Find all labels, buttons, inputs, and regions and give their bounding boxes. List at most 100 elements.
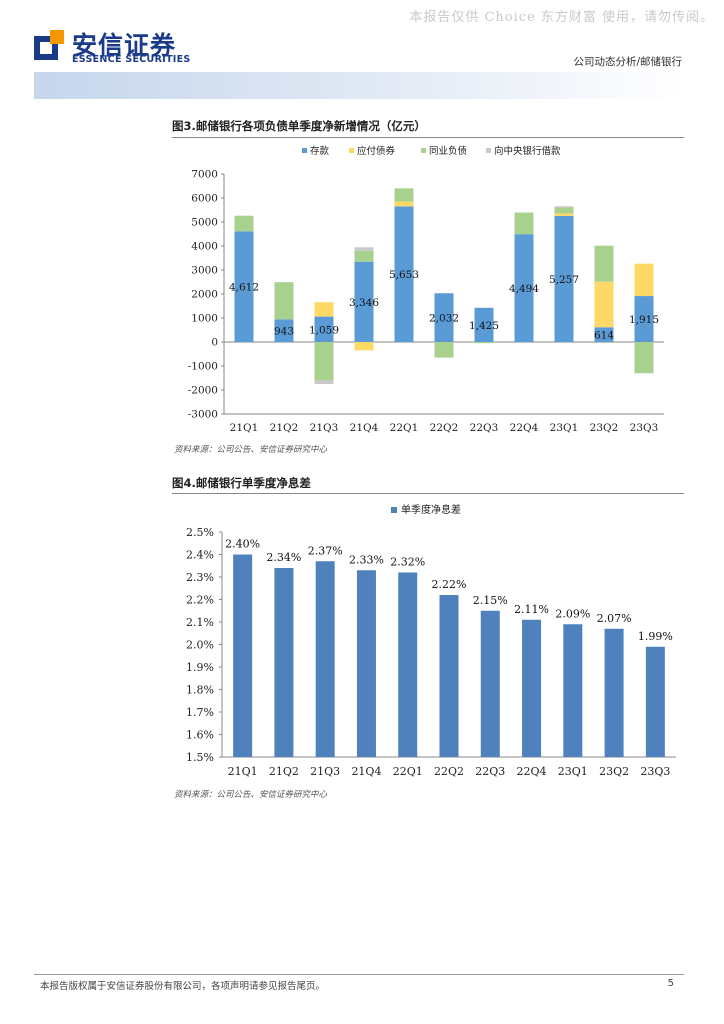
bar-23Q1-1 — [554, 213, 574, 216]
x-tick-label: 21Q4 — [350, 422, 379, 434]
logo-en: ESSENCE SECURITIES — [72, 54, 191, 65]
x-tick-label: 21Q3 — [310, 422, 339, 434]
legend-label-2: 同业负债 — [429, 145, 468, 157]
y-tick-label: 2.5% — [186, 526, 214, 539]
header-bar — [34, 72, 684, 99]
x-tick-label: 22Q3 — [475, 765, 505, 778]
x-tick-label: 22Q2 — [434, 765, 464, 778]
y-tick-label: 2000 — [191, 289, 218, 301]
bar-22Q3 — [480, 610, 500, 757]
legend-label-0: 存款 — [310, 145, 330, 157]
bar-23Q1-3 — [554, 206, 574, 208]
legend-swatch-2 — [421, 148, 426, 153]
y-tick-label: 1.9% — [186, 661, 214, 674]
bar-22Q3-2 — [474, 342, 494, 344]
y-tick-label: 4000 — [191, 241, 218, 253]
data-label: 943 — [274, 326, 294, 338]
x-tick-label: 21Q2 — [269, 765, 299, 778]
report-type: 公司动态分析/邮储银行 — [573, 56, 682, 68]
footer-disclaimer: 本报告版权属于安信证券股份有限公司，各项声明请参见报告尾页。 — [40, 981, 326, 992]
x-tick-label: 21Q3 — [310, 765, 340, 778]
y-tick-label: 2.3% — [186, 571, 214, 584]
data-label: 2.09% — [555, 607, 590, 620]
y-tick-label: -3000 — [188, 409, 218, 421]
data-label: 1,915 — [629, 314, 659, 326]
y-tick-label: 7000 — [191, 169, 218, 181]
y-tick-label: 2.4% — [186, 549, 214, 562]
x-tick-label: 23Q2 — [590, 422, 619, 434]
bar-22Q1-1 — [394, 201, 414, 207]
figure3-source: 资料来源：公司公告、安信证券研究中心 — [174, 445, 328, 455]
x-tick-label: 23Q1 — [550, 422, 579, 434]
bar-23Q2-2 — [594, 245, 614, 282]
bar-21Q3-0 — [314, 316, 334, 342]
data-label: 2.22% — [432, 578, 467, 591]
x-tick-label: 22Q2 — [430, 422, 459, 434]
legend-swatch-3 — [486, 148, 491, 153]
y-tick-label: 6000 — [191, 193, 218, 205]
legend-swatch-0 — [302, 148, 307, 153]
x-tick-label: 21Q4 — [351, 765, 381, 778]
x-tick-label: 22Q3 — [470, 422, 499, 434]
data-label: 4,612 — [229, 282, 259, 294]
page-number: 5 — [667, 978, 674, 989]
y-tick-label: 1.8% — [186, 684, 214, 697]
bar-21Q4-1 — [354, 342, 374, 351]
bar-22Q3-0 — [474, 307, 494, 342]
bar-23Q3-1 — [634, 263, 654, 297]
bar-22Q4-2 — [514, 212, 534, 235]
y-tick-label: 1000 — [191, 313, 218, 325]
bar-22Q4 — [522, 619, 542, 757]
figure4-title: 图4.邮储银行单季度净息差 — [172, 476, 311, 490]
data-label: 2.37% — [308, 544, 343, 557]
x-tick-label: 23Q1 — [558, 765, 588, 778]
bar-22Q4-0 — [514, 234, 534, 342]
legend-label-1: 应付债券 — [357, 145, 396, 157]
logo-cn: 安信证券 — [72, 31, 177, 60]
figure4-rule — [172, 493, 684, 494]
data-label: 2.33% — [349, 553, 384, 566]
bar-22Q1 — [398, 572, 418, 757]
bar-21Q2-2 — [274, 282, 294, 320]
bar-21Q4-2 — [354, 250, 374, 262]
bar-21Q4-0 — [354, 261, 374, 342]
data-label: 5,257 — [549, 274, 579, 286]
y-tick-label: 5000 — [191, 217, 218, 229]
bar-23Q1-2 — [554, 207, 574, 214]
data-label: 2,032 — [429, 313, 459, 325]
figure3-title: 图3.邮储银行各项负债单季度净新增情况（亿元） — [172, 119, 426, 133]
nim-chart: 单季度净息差 2.5% 2.4% 2.3% 2.2% 2.1% 2.0% 1.9% 1.8% 1.… — [186, 503, 676, 778]
legend-label-3: 向中央银行借款 — [494, 145, 561, 157]
y-tick-label: 2.0% — [186, 639, 214, 652]
bar-21Q3-3 — [314, 380, 334, 384]
x-tick-label: 21Q1 — [230, 422, 259, 434]
x-tick-label: 22Q1 — [393, 765, 423, 778]
data-label: 2.34% — [266, 551, 301, 564]
bar-21Q3-1 — [314, 302, 334, 317]
data-label: 2.40% — [225, 538, 260, 551]
data-label: 614 — [594, 330, 614, 342]
x-tick-label: 22Q1 — [390, 422, 419, 434]
y-tick-label: -2000 — [188, 385, 218, 397]
y-tick-label: 2.1% — [186, 616, 214, 629]
company-logo: 安信证券 ESSENCE SECURITIES — [32, 24, 232, 68]
data-label: 2.11% — [514, 603, 549, 616]
footer-rule — [34, 974, 684, 975]
bar-22Q1-0 — [394, 206, 414, 342]
bar-22Q2-0 — [434, 293, 454, 342]
data-label: 5,653 — [389, 269, 419, 281]
data-label: 1,425 — [469, 320, 499, 332]
x-tick-label: 23Q2 — [599, 765, 629, 778]
logo-mark-icon — [34, 30, 64, 60]
bar-22Q2 — [439, 595, 459, 757]
x-tick-label: 22Q4 — [517, 765, 547, 778]
y-tick-label: -1000 — [188, 361, 218, 373]
data-label: 1,059 — [309, 324, 339, 336]
bar-21Q2 — [274, 568, 294, 757]
bar-21Q1-0 — [234, 231, 254, 342]
bar-23Q2-0 — [594, 327, 614, 342]
bar-21Q3 — [315, 561, 335, 757]
y-tick-label: 3000 — [191, 265, 218, 277]
bar-21Q1-2 — [234, 215, 254, 232]
bar-23Q1-0 — [554, 215, 574, 342]
